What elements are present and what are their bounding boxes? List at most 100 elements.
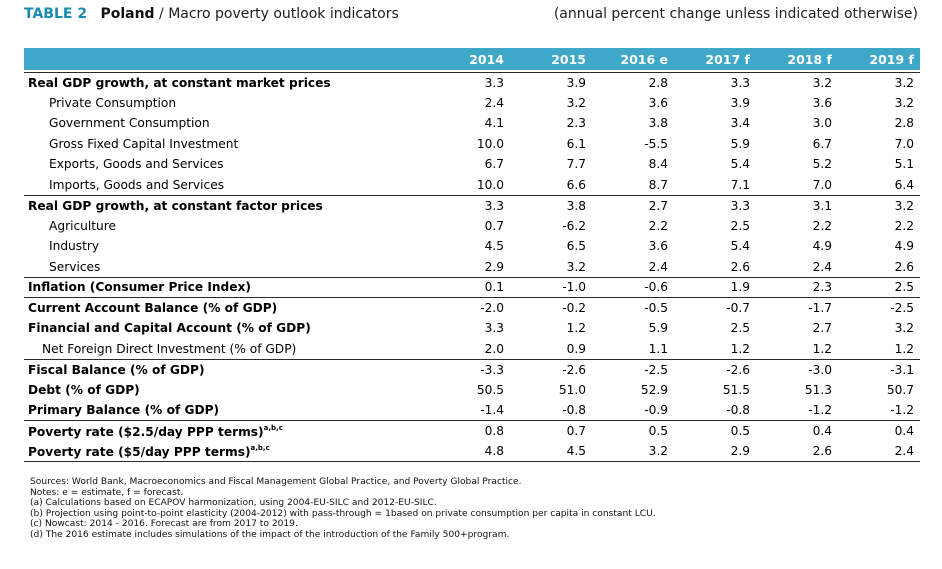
value-cell: 1.9 [674,276,756,298]
value-cell: -5.5 [644,136,668,151]
value-cell: -0.5 [592,297,674,318]
value-cell: 8.7 [648,177,668,192]
value-cell: 3.2 [894,321,914,336]
row-label: Poverty rate ($5/day PPP terms)a,b,c [24,441,428,462]
row-label: Real GDP growth, at constant factor pric… [24,194,428,216]
row-label: Exports, Goods and Services [49,157,224,172]
value-cell: -2.0 [428,297,510,318]
value-cell: 3.6 [648,239,668,254]
value-cell: -2.6 [510,358,592,380]
table-row: Net Foreign Direct Investment (% of GDP)… [24,339,920,360]
value-cell: 3.2 [566,259,586,274]
value-cell: 2.0 [484,341,504,356]
value-cell: -1.0 [510,276,592,298]
title-separator: / [159,6,164,22]
value-cell: 2.7 [812,321,832,336]
value-cell: 2.2 [894,218,914,233]
value-cell: 2.6 [756,441,838,462]
value-cell: 50.5 [476,382,504,397]
value-cell: 2.2 [648,218,668,233]
value-cell: 1.2 [894,341,914,356]
value-cell: 3.2 [566,95,586,110]
note-line: Notes: e = estimate, f = forecast. [30,487,184,498]
value-cell: 4.5 [510,441,592,462]
value-cell: -0.9 [644,403,668,417]
value-cell: 2.3 [566,116,586,131]
table-row: Poverty rate ($5/day PPP terms)a,b,c 4.8 4… [24,441,920,462]
row-label: Inflation (Consumer Price Index) [24,276,428,298]
value-cell: 3.3 [674,194,756,216]
value-cell: 3.9 [510,71,592,93]
value-cell: 0.5 [592,420,674,441]
value-cell: 3.4 [730,116,750,131]
value-cell: 6.4 [894,177,914,192]
value-cell: 3.2 [592,441,674,462]
table-row: Industry 4.5 6.5 3.6 5.4 4.9 4.9 [24,236,920,257]
value-cell: 0.4 [756,420,838,441]
footnote-marker: a,b,c [263,423,283,432]
value-cell: 3.2 [894,95,914,110]
table-title: TABLE 2 Poland / Macro poverty outlook i… [24,6,399,22]
table-number: TABLE 2 [24,6,88,22]
value-cell: 0.9 [566,341,586,356]
row-label: Net Foreign Direct Investment (% of GDP) [42,341,297,356]
value-cell: -0.2 [510,297,592,318]
table-row: Fiscal Balance (% of GDP) -3.3 -2.6 -2.5 -2.… [24,358,920,380]
note-line: (b) Projection using point-to-point elas… [30,508,656,519]
column-header: 2016 e [592,48,674,70]
table-body: Real GDP growth, at constant market pric… [24,71,920,462]
unit-note: (annual percent change unless indicated … [553,6,918,22]
row-label: Industry [49,239,100,254]
table-row: Real GDP growth, at constant factor pric… [24,194,920,216]
value-cell: 3.2 [838,194,920,216]
value-cell: 7.1 [730,177,750,192]
value-cell: -0.8 [562,403,586,417]
value-cell: 52.9 [640,382,668,397]
value-cell: 2.9 [674,441,756,462]
row-label: Services [49,259,101,274]
value-cell: -1.2 [808,403,832,417]
value-cell: 3.0 [812,116,832,131]
table-row: Inflation (Consumer Price Index) 0.1 -1.0-… [24,276,920,298]
column-header: 2015 [510,48,592,70]
column-header: 2019 f [838,48,920,70]
row-label: Financial and Capital Account (% of GDP) [28,321,311,336]
value-cell: 2.3 [756,276,838,298]
value-cell: 2.8 [592,71,674,93]
row-label: Imports, Goods and Services [49,177,225,192]
value-cell: 2.5 [730,218,750,233]
value-cell: 6.7 [484,157,504,172]
table-row: Current Account Balance (% of GDP) -2.0 -0… [24,297,920,318]
value-cell: 51.5 [722,382,750,397]
value-cell: 2.2 [812,218,832,233]
row-label: Agriculture [49,218,117,233]
value-cell: 3.2 [756,71,838,93]
value-cell: 3.9 [730,95,750,110]
table-row: Primary Balance (% of GDP) -1.4 -0.8 -0.9 -0… [24,400,920,421]
table-row: Poverty rate ($2.5/day PPP terms)a,b,c 0.… [24,420,920,441]
value-cell: -1.4 [480,403,504,417]
table-row: Real GDP growth, at constant market pric… [24,71,920,93]
value-cell: -3.0 [756,358,838,380]
value-cell: 8.4 [648,157,668,172]
value-cell: 0.8 [428,420,510,441]
row-label: Gross Fixed Capital Investment [49,136,239,151]
value-cell: 1.1 [648,341,668,356]
footnote-marker: a,b,c [250,443,270,452]
value-cell: 6.6 [566,177,586,192]
value-cell: 2.9 [484,259,504,274]
value-cell: 2.4 [812,259,832,274]
value-cell: 51.3 [804,382,832,397]
value-cell: -3.1 [838,358,920,380]
column-header: 2014 [428,48,510,70]
value-cell: 3.8 [510,194,592,216]
table-title-bar: TABLE 2 Poland / Macro poverty outlook i… [24,4,920,26]
value-cell: 7.7 [566,157,586,172]
table-subject: Macro poverty outlook indicators [168,6,399,22]
value-cell: 6.7 [812,136,832,151]
row-label: Fiscal Balance (% of GDP) [24,358,428,380]
value-cell: 2.6 [894,259,914,274]
header-blank [24,48,428,70]
value-cell: -6.2 [562,218,586,233]
value-cell: -2.5 [838,297,920,318]
